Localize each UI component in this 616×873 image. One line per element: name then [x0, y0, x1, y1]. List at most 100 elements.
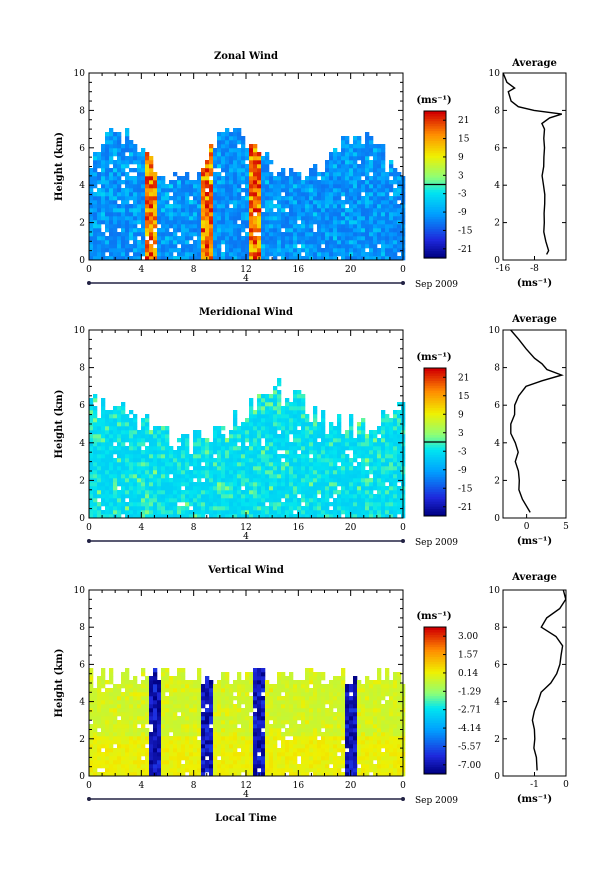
x-tick-label: 8 — [191, 781, 197, 791]
y-tick-label: 8 — [79, 623, 85, 633]
average-title: Average — [511, 58, 557, 69]
average-y-tick-label: 10 — [489, 586, 501, 596]
colorbar-tick-label: -2.71 — [458, 706, 481, 716]
average-y-tick-label: 6 — [494, 144, 500, 154]
average-title: Average — [511, 314, 557, 325]
y-tick-label: 6 — [79, 401, 85, 411]
y-tick-label: 10 — [74, 326, 86, 336]
x-tick-label: 16 — [293, 523, 305, 533]
panel-title: Zonal Wind — [214, 51, 278, 62]
x-tick-label: 16 — [293, 781, 305, 791]
x-tick-label: 0 — [400, 265, 406, 275]
date-marker: 4 — [243, 274, 249, 284]
heatmap-field — [89, 668, 406, 777]
colorbar-tick-label: -21 — [458, 503, 473, 513]
date-strip-end — [401, 539, 405, 543]
y-tick-label: 4 — [79, 181, 85, 191]
date-label: Sep 2009 — [415, 538, 458, 548]
average-y-tick-label: 0 — [494, 772, 500, 782]
date-label: Sep 2009 — [415, 280, 458, 290]
average-profile: Average 0 2 4 6 8 10 0 5 (ms⁻¹) — [489, 314, 570, 547]
y-tick-label: 0 — [79, 772, 85, 782]
date-marker: 4 — [243, 790, 249, 800]
x-tick-label: 8 — [191, 523, 197, 533]
average-y-tick-label: 2 — [494, 219, 500, 229]
x-tick-label: 20 — [345, 265, 357, 275]
colorbar-unit: (ms⁻¹) — [416, 95, 451, 106]
average-x-tick-label: 0 — [563, 780, 569, 790]
panel-title: Vertical Wind — [207, 565, 284, 576]
colorbar-tick-label: 9 — [458, 153, 464, 163]
x-tick-label: 0 — [400, 523, 406, 533]
colorbar-tick-label: -15 — [458, 226, 473, 236]
colorbar-unit: (ms⁻¹) — [416, 352, 451, 363]
colorbar-tick-label: -3 — [458, 190, 467, 200]
y-axis-label: Height (km) — [54, 390, 65, 459]
colorbar-tick-label: -9 — [458, 466, 467, 476]
x-tick-label: 0 — [86, 523, 92, 533]
average-profile-line — [502, 72, 563, 255]
average-y-tick-label: 10 — [489, 326, 501, 336]
colorbar-tick-label: 1.57 — [458, 651, 478, 661]
colorbar — [423, 110, 447, 259]
x-tick-label: 12 — [240, 265, 251, 275]
x-tick-label: 16 — [293, 265, 305, 275]
date-strip-end — [401, 797, 405, 801]
average-profile: Average 0 2 4 6 8 10 -16 -8 (ms⁻¹) — [489, 58, 567, 289]
colorbar-tick-label: 9 — [458, 410, 464, 420]
y-tick-label: 10 — [74, 69, 86, 79]
date-strip-start — [87, 797, 91, 801]
average-y-tick-label: 6 — [494, 401, 500, 411]
average-y-tick-label: 0 — [494, 514, 500, 524]
y-tick-label: 2 — [79, 476, 85, 486]
colorbar — [423, 367, 447, 517]
y-axis-label: Height (km) — [54, 649, 65, 718]
colorbar-tick-label: 21 — [458, 373, 469, 383]
x-tick-label: 12 — [240, 781, 251, 791]
average-x-tick-label: 5 — [563, 522, 569, 532]
colorbar-tick-label: 15 — [458, 392, 470, 402]
y-tick-label: 4 — [79, 698, 85, 708]
colorbar-tick-label: -4.14 — [458, 724, 481, 734]
average-title: Average — [511, 572, 557, 583]
colorbar-tick-label: 3 — [458, 429, 464, 439]
x-tick-label: 0 — [86, 265, 92, 275]
x-tick-label: 12 — [240, 523, 251, 533]
colorbar-tick-label: -9 — [458, 208, 467, 218]
x-tick-label: 4 — [138, 781, 144, 791]
panel-title: Meridional Wind — [199, 307, 293, 318]
x-tick-label: 20 — [345, 781, 357, 791]
colorbar-tick-label: -7.00 — [458, 761, 481, 771]
average-y-tick-label: 8 — [494, 623, 500, 633]
y-tick-label: 0 — [79, 256, 85, 266]
colorbar-tick-label: 3.00 — [458, 632, 478, 642]
y-tick-label: 0 — [79, 514, 85, 524]
y-tick-label: 8 — [79, 106, 85, 116]
date-strip-start — [87, 539, 91, 543]
average-x-axis-label: (ms⁻¹) — [517, 536, 552, 547]
colorbar-tick-label: -21 — [458, 245, 473, 255]
average-profile-line — [510, 329, 564, 513]
average-y-tick-label: 2 — [494, 735, 500, 745]
average-y-tick-label: 10 — [489, 69, 501, 79]
x-tick-label: 8 — [191, 265, 197, 275]
average-y-tick-label: 4 — [494, 439, 500, 449]
colorbar-tick-label: -5.57 — [458, 742, 481, 752]
x-tick-label: 4 — [138, 523, 144, 533]
average-y-tick-label: 8 — [494, 106, 500, 116]
average-y-tick-label: 0 — [494, 256, 500, 266]
average-profile: Average 0 2 4 6 8 10 -1 0 (ms⁻¹) — [489, 572, 570, 805]
colorbar-tick-label: 21 — [458, 116, 469, 126]
y-tick-label: 6 — [79, 144, 85, 154]
average-x-axis-label: (ms⁻¹) — [517, 278, 552, 289]
y-tick-label: 2 — [79, 219, 85, 229]
colorbar-tick-label: -3 — [458, 447, 467, 457]
heatmap-field — [89, 378, 406, 519]
colorbar-tick-label: 0.14 — [458, 669, 478, 679]
y-tick-label: 8 — [79, 364, 85, 374]
y-tick-label: 4 — [79, 439, 85, 449]
y-tick-label: 2 — [79, 735, 85, 745]
average-frame — [502, 72, 567, 261]
heatmap-field — [89, 128, 406, 261]
